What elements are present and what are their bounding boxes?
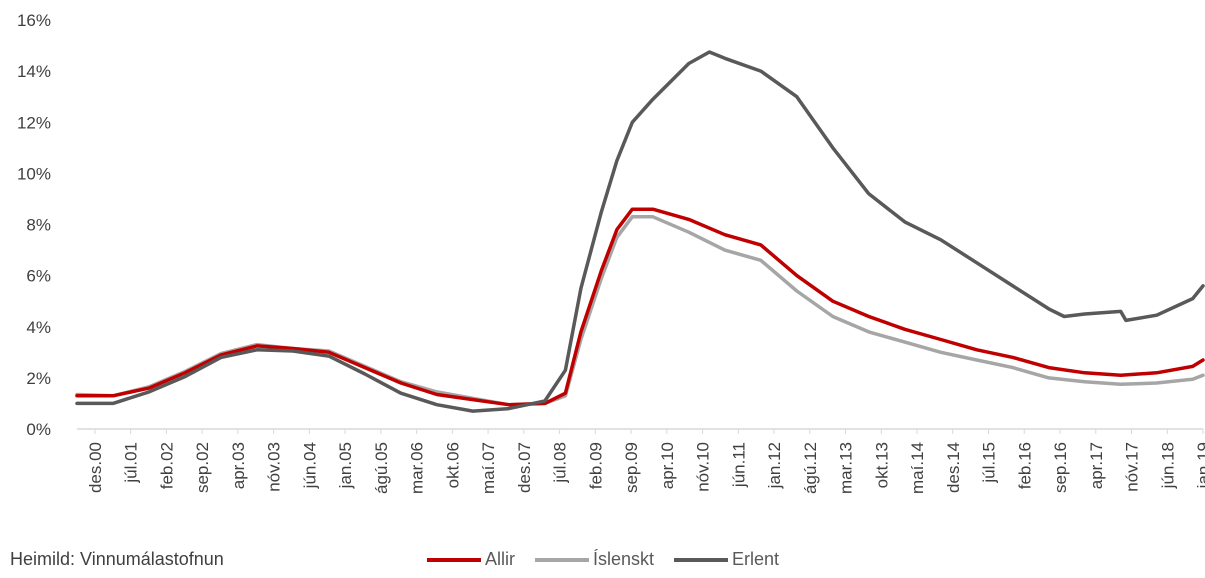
x-tick-label: maí.07 [479,442,498,494]
series-line-islenskt [75,215,1205,407]
x-tick-label: feb.02 [157,442,176,489]
x-tick-label: des.00 [86,442,105,493]
y-tick-label: 2% [26,369,51,388]
x-tick-label: okt.06 [443,442,462,488]
legend: Allir Íslenskt Erlent [427,549,779,570]
x-tick-label: júl.08 [551,442,570,484]
y-tick-label: 10% [17,164,51,183]
legend-label-allir: Allir [485,549,515,569]
x-tick-label: des.14 [944,442,963,493]
legend-item-erlent: Erlent [674,549,779,570]
x-tick-label: mar.13 [837,442,856,494]
x-tick-label: sep.16 [1051,442,1070,493]
legend-label-islenskt: Íslenskt [593,549,655,569]
x-tick-label: nóv.03 [265,442,284,492]
x-tick-label: jún.04 [300,442,319,489]
x-tick-label: apr.10 [658,442,677,489]
series-line-allir [75,207,1205,407]
y-tick-label: 8% [26,216,51,235]
x-tick-label: jan.05 [336,442,355,489]
y-tick-label: 6% [26,267,51,286]
series-lines [75,50,1205,413]
x-tick-label: ágú.05 [372,442,391,494]
x-tick-label: okt.13 [872,442,891,488]
x-tick-label: júl.15 [980,442,999,484]
legend-swatch-erlent [674,557,729,562]
x-tick-label: nóv.17 [1123,442,1142,492]
x-tick-label: jún.18 [1158,442,1177,489]
series-line-erlent [75,50,1205,413]
x-tick-label: ágú.12 [801,442,820,494]
x-tick-label: júl.01 [122,442,141,484]
x-tick-label: feb.16 [1015,442,1034,489]
x-tick-label: maí.14 [908,442,927,494]
legend-swatch-islenskt [535,557,589,562]
legend-item-islenskt: Íslenskt [535,549,654,570]
x-tick-label: sep.09 [622,442,641,493]
x-tick-label: nóv.10 [694,442,713,492]
y-tick-label: 0% [26,420,51,439]
x-tick-label: jan.19 [1194,442,1205,489]
x-axis: des.00 júl.01 feb.02 sep.02 apr.03 nóv.03 jún.… [77,428,1205,494]
x-tick-label: sep.02 [193,442,212,493]
x-tick-label: mar.06 [408,442,427,494]
source-note: Heimild: Vinnumálastofnun [10,549,224,569]
x-tick-label: apr.17 [1087,442,1106,489]
x-tick-label: jún.11 [729,442,748,488]
x-tick-label: des.07 [515,442,534,493]
x-tick-label: apr.03 [229,442,248,489]
y-tick-label: 16% [17,11,51,30]
x-tick-label: jan.12 [765,442,784,489]
y-tick-label: 12% [17,113,51,132]
legend-item-allir: Allir [427,549,515,570]
legend-label-erlent: Erlent [732,549,780,569]
y-axis: 0% 2% 4% 6% 8% 10% 12% 14% 16% [17,11,51,439]
y-tick-label: 14% [17,62,51,81]
y-tick-label: 4% [26,318,51,337]
x-tick-label: feb.09 [586,442,605,489]
legend-swatch-allir [427,557,481,562]
